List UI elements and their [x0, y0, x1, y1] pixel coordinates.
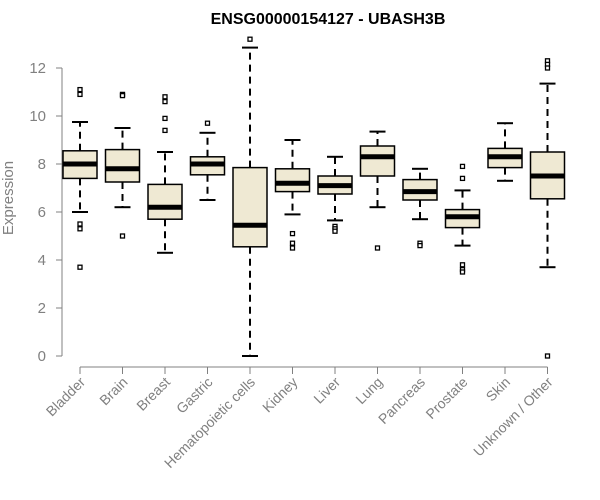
- outlier-point: [332, 228, 338, 234]
- outlier-point: [162, 115, 168, 122]
- y-tick-label: 12: [29, 60, 46, 77]
- outlier-point: [289, 240, 296, 246]
- outlier-point: [204, 120, 211, 126]
- outlier-point: [77, 264, 83, 270]
- boxes: [62, 36, 566, 359]
- outlier-point: [289, 230, 296, 237]
- x-tick-label-skin: Skin: [483, 374, 514, 405]
- outlier-point: [77, 86, 83, 93]
- x-tick-label-brain: Brain: [96, 374, 130, 408]
- box-bladder: [62, 86, 98, 270]
- x-tick-label-kidney: Kidney: [259, 374, 301, 416]
- y-tick-label: 6: [38, 204, 46, 221]
- outlier-point: [459, 175, 466, 182]
- outlier-point: [119, 233, 126, 239]
- y-axis: 0 2 4 6 8 10 12: [29, 60, 63, 365]
- box-unknown-other: [529, 58, 566, 359]
- outlier-point: [162, 127, 168, 134]
- box-pancreas: [402, 167, 438, 249]
- outlier-point: [119, 92, 126, 99]
- outlier-point: [417, 242, 423, 249]
- chart-title: ENSG00000154127 - UBASH3B: [211, 11, 446, 28]
- outlier-point: [459, 269, 466, 275]
- x-tick-label-lung: Lung: [352, 374, 385, 407]
- outlier-point: [544, 65, 551, 71]
- x-tick-label-breast: Breast: [133, 374, 173, 414]
- x-tick-label-bladder: Bladder: [43, 374, 89, 420]
- outlier-point: [77, 226, 83, 232]
- iqr-box: [274, 168, 311, 193]
- outlier-point: [459, 262, 466, 268]
- x-tick-label-prostate: Prostate: [422, 374, 470, 422]
- outlier-point: [247, 36, 253, 42]
- outlier-point: [289, 245, 296, 251]
- box-liver: [317, 155, 353, 234]
- y-tick-label: 0: [38, 348, 46, 365]
- x-tick-label-pancreas: Pancreas: [375, 374, 428, 427]
- y-tick-label: 8: [38, 156, 46, 173]
- outlier-point: [77, 221, 83, 227]
- box-skin: [487, 122, 523, 182]
- x-tick-label-liver: Liver: [310, 374, 343, 407]
- box-hematopoietic-cells: [232, 36, 268, 357]
- box-kidney: [274, 139, 311, 251]
- y-tick-label: 2: [38, 300, 46, 317]
- iqr-box: [104, 148, 141, 183]
- outlier-point: [162, 98, 168, 105]
- box-gastric: [189, 120, 226, 201]
- box-brain: [104, 91, 141, 239]
- box-breast: [147, 94, 183, 254]
- outlier-point: [374, 245, 381, 251]
- outlier-point: [459, 163, 466, 170]
- outlier-point: [77, 91, 83, 98]
- iqr-box: [359, 145, 396, 177]
- y-tick-label: 10: [29, 108, 46, 125]
- iqr-box: [147, 183, 183, 220]
- box-prostate: [444, 163, 481, 275]
- outlier-point: [544, 353, 551, 359]
- iqr-box: [232, 166, 268, 248]
- outlier-point: [162, 94, 168, 100]
- y-axis-title: Expression: [0, 161, 17, 235]
- box-lung: [359, 130, 396, 251]
- x-tick-label-unknown-other: Unknown / Other: [470, 374, 556, 460]
- y-tick-label: 4: [38, 252, 46, 269]
